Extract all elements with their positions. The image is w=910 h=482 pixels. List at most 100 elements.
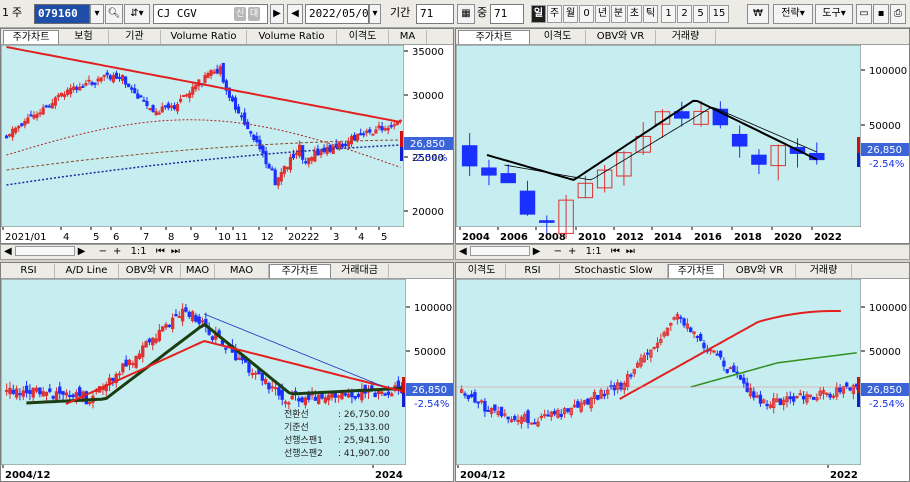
- p2-candle-body: [752, 155, 766, 164]
- p3-candle-body: [19, 394, 21, 395]
- chart-panel-long-ma[interactable]: 이격도 RSI Stochastic Slow 주가차트 OBV와 VR 거래량 1000…: [455, 262, 910, 482]
- left-zoom-out-icon[interactable]: −: [96, 245, 110, 259]
- p4-candle-body: [716, 354, 718, 355]
- left-scrollbar[interactable]: [15, 246, 75, 256]
- left-zoom-in-icon[interactable]: +: [110, 245, 124, 259]
- code-dropdown-icon[interactable]: ▾: [90, 4, 104, 24]
- p3-tab-0[interactable]: RSI: [3, 264, 55, 278]
- stock-list-icon[interactable]: ⇵▾: [124, 4, 150, 24]
- p3-tab-3[interactable]: MAO: [181, 264, 215, 278]
- p4-candle-body: [719, 351, 721, 357]
- search-icon[interactable]: 🔍︎: [105, 4, 123, 24]
- p4-tab-3[interactable]: 주가차트: [668, 264, 724, 278]
- interval-2-button[interactable]: 2: [677, 5, 692, 23]
- right-scroll-right-icon[interactable]: ▶: [530, 245, 544, 259]
- p1-xtick-label: 5: [381, 232, 387, 243]
- save-icon[interactable]: ▪: [873, 4, 889, 24]
- print-icon[interactable]: ⎙: [890, 4, 906, 24]
- p1-tab-5[interactable]: 이격도: [337, 30, 389, 44]
- stock-name-field[interactable]: CJ CGV 신 대: [153, 4, 268, 24]
- p1-tab-6[interactable]: MA: [389, 30, 427, 44]
- grid-icon[interactable]: ▦: [457, 4, 475, 24]
- p4-tab-4[interactable]: OBV와 VR: [724, 264, 796, 278]
- p4-tab-5[interactable]: 거래량: [796, 264, 852, 278]
- tools-button[interactable]: 도구▾: [815, 4, 853, 24]
- ichimoku-price-chart[interactable]: 100000 50000 2004/12 2024 26,850 -2.54% 전환선: 2…: [1, 279, 453, 481]
- currency-button[interactable]: ₩: [747, 4, 769, 24]
- p1-tab-4[interactable]: Volume Ratio: [247, 30, 337, 44]
- p4-tab-1[interactable]: RSI: [506, 264, 560, 278]
- period-second-button[interactable]: 초: [627, 5, 642, 23]
- stock-code-input[interactable]: 079160: [34, 4, 90, 24]
- right-last-icon[interactable]: ⏭: [623, 245, 638, 259]
- p1-candle-body: [57, 95, 59, 97]
- left-scroll-left-icon[interactable]: ◀: [1, 245, 15, 259]
- period-input[interactable]: 71: [416, 4, 454, 24]
- left-scroll-right-icon[interactable]: ▶: [75, 245, 89, 259]
- p4-candle-body: [849, 388, 851, 390]
- count-input[interactable]: 71: [490, 4, 524, 24]
- p3-candle-body: [251, 374, 253, 375]
- p3-candle-body: [132, 364, 134, 365]
- p2-tab-2[interactable]: OBV와 VR: [586, 30, 656, 44]
- interval-1-button[interactable]: 1: [661, 5, 676, 23]
- right-scrollbar[interactable]: [470, 246, 530, 256]
- left-last-icon[interactable]: ⏭: [168, 245, 183, 259]
- p2-tab-1[interactable]: 이격도: [530, 30, 586, 44]
- p4-candle-body: [577, 402, 579, 408]
- right-zoom-in-icon[interactable]: +: [565, 245, 579, 259]
- p1-tab-0[interactable]: 주가차트: [3, 30, 59, 44]
- p4-tab-0[interactable]: 이격도: [458, 264, 506, 278]
- period-minute-button[interactable]: 분: [611, 5, 626, 23]
- strategy-button[interactable]: 전략▾: [773, 4, 813, 24]
- p3-candle-body: [178, 317, 180, 318]
- p1-xtick-label: 2022: [288, 232, 313, 243]
- interval-15-button[interactable]: 15: [709, 5, 729, 23]
- p3-tab-4[interactable]: MAO: [215, 264, 269, 278]
- p4-tab-2[interactable]: Stochastic Slow: [560, 264, 668, 278]
- open-folder-icon[interactable]: ▭: [856, 4, 872, 24]
- date-input[interactable]: 2022/05/09: [305, 4, 369, 24]
- p1-candle-body: [94, 83, 96, 84]
- p1-xtick-label: 8: [168, 232, 174, 243]
- p1-candle-body: [27, 118, 29, 123]
- right-ratio-label[interactable]: 1:1: [583, 245, 605, 259]
- p1-candle-body: [79, 87, 81, 90]
- p1-tab-3[interactable]: Volume Ratio: [161, 30, 247, 44]
- p1-tab-1[interactable]: 보험: [59, 30, 109, 44]
- left-first-icon[interactable]: ⏮: [153, 245, 168, 259]
- p3-tab-1[interactable]: A/D Line: [55, 264, 119, 278]
- prev-date-icon[interactable]: ◀: [287, 4, 303, 24]
- market-type[interactable]: 주: [12, 4, 22, 24]
- daily-price-chart[interactable]: 35000 30000 25000 20000 2021/01 4 5 6 7 8 9 10 11 12 2…: [1, 45, 453, 243]
- p2-tab-0[interactable]: 주가차트: [458, 30, 530, 44]
- p3-tab-2[interactable]: OBV와 VR: [119, 264, 181, 278]
- next-stock-icon[interactable]: ▶: [270, 4, 284, 24]
- period-yearly-button[interactable]: 년: [595, 5, 610, 23]
- right-scroll-left-icon[interactable]: ◀: [456, 245, 470, 259]
- p1-candle-body: [67, 90, 69, 94]
- calendar-dropdown-icon[interactable]: ▾: [369, 4, 381, 24]
- period-quarter-button[interactable]: 0: [579, 5, 594, 23]
- p3-tab-6[interactable]: 거래대금: [331, 264, 389, 278]
- interval-5-button[interactable]: 5: [693, 5, 708, 23]
- right-first-icon[interactable]: ⏮: [608, 245, 623, 259]
- right-zoom-out-icon[interactable]: −: [551, 245, 565, 259]
- period-tick-button[interactable]: 틱: [643, 5, 658, 23]
- yearly-price-chart[interactable]: 100000 50000 2004 2006 2008 2010 2012 2014 2016 2…: [456, 45, 909, 243]
- period-monthly-button[interactable]: 월: [563, 5, 578, 23]
- link-indicator[interactable]: 1: [2, 4, 9, 24]
- chart-panel-daily[interactable]: 주가차트 보험 기관 Volume Ratio Volume Ratio 이격도 MA 35…: [0, 28, 454, 244]
- period-daily-button[interactable]: 일: [531, 5, 546, 23]
- chart-panel-yearly[interactable]: 주가차트 이격도 OBV와 VR 거래량 100000 50000 2004 2006 200…: [455, 28, 910, 244]
- p3-candle-body: [112, 378, 114, 380]
- chart-panel-ichimoku[interactable]: RSI A/D Line OBV와 VR MAO MAO 주가차트 거래대금 100000 5…: [0, 262, 454, 482]
- p2-price-marker-down: [857, 153, 860, 167]
- p2-tab-3[interactable]: 거래량: [656, 30, 716, 44]
- left-ratio-label[interactable]: 1:1: [128, 245, 150, 259]
- p3-tab-5[interactable]: 주가차트: [269, 264, 331, 278]
- long-ma-price-chart[interactable]: 100000 50000 2004/12 2022 26,850 -2.54%: [456, 279, 909, 481]
- p1-tab-2[interactable]: 기관: [109, 30, 161, 44]
- period-weekly-button[interactable]: 주: [547, 5, 562, 23]
- p3-price-marker-down: [402, 393, 405, 407]
